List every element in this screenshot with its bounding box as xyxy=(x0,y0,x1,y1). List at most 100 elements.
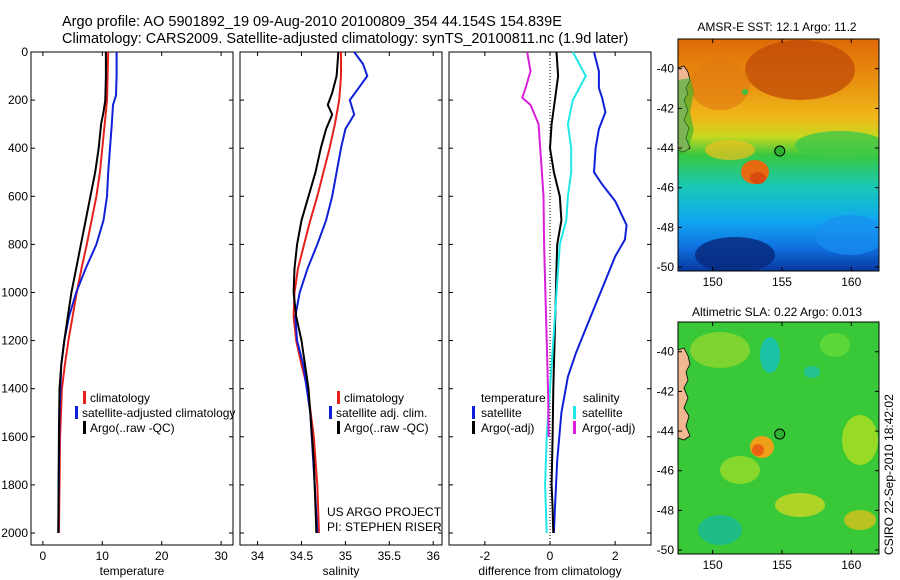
legend-heading-temperature: temperature xyxy=(481,391,546,405)
series-line-2 xyxy=(294,51,369,534)
sla-map-frame xyxy=(677,321,880,555)
sst-warm-west xyxy=(690,60,750,110)
sla-yellow-south xyxy=(775,493,825,517)
x-tick-label: 35 xyxy=(339,549,353,563)
salinity-panel-frame xyxy=(239,51,443,546)
y-tick-label: 1200 xyxy=(1,334,28,348)
difference-legend: temperature satellite Argo(-adj) salinit… xyxy=(472,391,635,435)
series-line-3 xyxy=(57,52,107,534)
sla-yellowgreen-mid xyxy=(720,456,760,484)
map-y-tick-label: -50 xyxy=(657,260,675,274)
map-y-tick-label: -46 xyxy=(657,181,675,195)
legend-swatch-climatology xyxy=(83,391,86,404)
sst-green-spot xyxy=(742,89,748,95)
sst-map-title: AMSR-E SST: 12.1 Argo: 11.2 xyxy=(697,20,857,34)
series-line-2 xyxy=(549,51,563,534)
map-x-tick-label: 150 xyxy=(703,275,723,289)
legend-swatch-temp-satellite xyxy=(472,406,475,419)
legend-swatch-satellite-adj xyxy=(329,406,332,419)
legend-label-temp-argo: Argo(-adj) xyxy=(481,421,534,435)
sla-map-title: Altimetric SLA: 0.22 Argo: 0.013 xyxy=(692,305,862,319)
series-line-1 xyxy=(552,51,628,534)
map-y-tick-label: -44 xyxy=(657,141,675,155)
legend-swatch-sal-argo xyxy=(573,421,576,434)
x-axis-label: temperature xyxy=(100,564,165,578)
x-axis-label: salinity xyxy=(323,564,360,578)
legend-swatch-satellite-adjusted xyxy=(75,406,78,419)
y-tick-label: 1400 xyxy=(1,382,28,396)
sst-green-band xyxy=(795,131,879,159)
sla-yellowgreen-nw xyxy=(690,332,750,368)
map-y-tick-label: -48 xyxy=(657,503,675,517)
depth-axis-ticks: 0 200 400 600 800 1000 1200 1400 1600 1800 2000 xyxy=(1,45,28,540)
x-tick-label: 10 xyxy=(96,549,110,563)
temperature-panel: 0 10 20 30 temperature xyxy=(31,51,233,578)
temperature-legend: climatology satellite-adjusted climatolo… xyxy=(75,391,235,435)
map-x-tick-label: 150 xyxy=(703,558,723,572)
sst-front xyxy=(705,140,755,160)
sst-cold-pool xyxy=(695,237,775,271)
y-tick-label: 600 xyxy=(8,189,28,203)
sst-map-axes: 150 155 160 -40 -42 -44 -46 -48 -50 xyxy=(657,39,879,289)
sla-eddy-core xyxy=(752,444,764,456)
map-y-tick-label: -40 xyxy=(657,62,675,76)
map-y-tick-label: -46 xyxy=(657,464,675,478)
sla-cyan-blob-2 xyxy=(804,366,820,378)
sla-cyan-sw xyxy=(698,515,742,545)
legend-label-argo: Argo(..raw -QC) xyxy=(90,421,175,435)
map-y-tick-label: -40 xyxy=(657,345,675,359)
sla-yellowgreen-east xyxy=(842,415,878,465)
legend-label-climatology: climatology xyxy=(344,391,404,405)
series-line-4 xyxy=(521,51,550,437)
map-y-tick-label: -42 xyxy=(657,101,675,115)
legend-label-satellite-adjusted: satellite-adjusted climatology xyxy=(82,406,235,420)
x-tick-label: 0 xyxy=(40,549,47,563)
credit-line1: US ARGO PROJECT xyxy=(327,505,442,519)
sla-light-ne xyxy=(820,333,850,357)
sla-map-axes: 150 155 160 -40 -42 -44 -46 -48 -50 xyxy=(657,322,879,572)
map-y-tick-label: -42 xyxy=(657,384,675,398)
series-line-3 xyxy=(292,51,340,534)
legend-label-sal-satellite: satellite xyxy=(582,406,623,420)
y-tick-label: 1800 xyxy=(1,478,28,492)
sla-yellow-se xyxy=(844,510,876,530)
sst-eddy-core xyxy=(750,172,766,184)
map-y-tick-label: -50 xyxy=(657,543,675,557)
map-x-tick-label: 160 xyxy=(841,558,861,572)
y-tick-label: 400 xyxy=(8,141,28,155)
legend-label-temp-satellite: satellite xyxy=(481,406,522,420)
x-tick-label: 2 xyxy=(612,549,619,563)
sst-argo-location-marker xyxy=(774,145,786,157)
sla-argo-location-marker xyxy=(774,428,786,440)
map-x-tick-label: 155 xyxy=(772,558,792,572)
timestamp-label: CSIRO 22-Sep-2010 18:42:02 xyxy=(882,394,896,555)
salinity-panel: 34 34.5 35 35.5 36 salinity xyxy=(240,51,442,578)
map-y-tick-label: -44 xyxy=(657,424,675,438)
legend-swatch-argo xyxy=(83,421,86,434)
legend-label-satellite-adj: satellite adj. clim. xyxy=(336,406,427,420)
legend-swatch-sal-satellite xyxy=(573,406,576,419)
y-tick-label: 0 xyxy=(21,45,28,59)
salinity-legend: climatology satellite adj. clim. Argo(..… xyxy=(329,391,429,435)
y-tick-label: 2000 xyxy=(1,526,28,540)
x-tick-label: 34.5 xyxy=(290,549,314,563)
y-tick-label: 1600 xyxy=(1,430,28,444)
series-line-2 xyxy=(57,52,118,534)
sst-blue-east xyxy=(815,215,879,255)
legend-swatch-argo xyxy=(337,421,340,434)
temperature-panel-frame xyxy=(30,51,234,546)
x-tick-label: 34 xyxy=(251,549,265,563)
sst-map-frame xyxy=(677,38,880,272)
y-tick-label: 1000 xyxy=(1,285,28,299)
map-x-tick-label: 155 xyxy=(772,275,792,289)
x-tick-label: 0 xyxy=(547,549,554,563)
legend-label-sal-argo: Argo(-adj) xyxy=(582,421,635,435)
x-tick-label: 35.5 xyxy=(378,549,402,563)
y-tick-label: 800 xyxy=(8,237,28,251)
tasmania-coast xyxy=(678,347,691,441)
x-tick-label: 36 xyxy=(427,549,441,563)
coastal-green xyxy=(678,78,694,156)
x-tick-label: 30 xyxy=(214,549,228,563)
